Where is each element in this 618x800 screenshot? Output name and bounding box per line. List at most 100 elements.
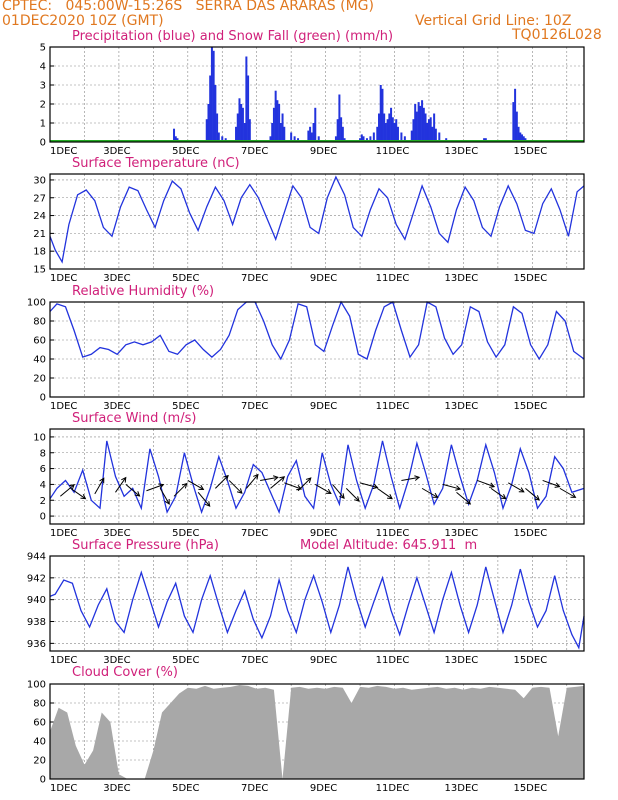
precip-bar — [278, 104, 281, 142]
wind-arrow — [284, 482, 302, 490]
x-tick-label: 7DEC — [241, 528, 268, 539]
wind-arrow-head — [372, 483, 379, 490]
x-tick-label: 13DEC — [445, 783, 479, 794]
precip-bar — [514, 88, 517, 142]
wind-arrow — [270, 476, 285, 489]
wind-arrow-head — [325, 488, 332, 494]
precip-bar — [383, 113, 386, 142]
x-tick-label: 15DEC — [513, 655, 547, 666]
precip-bar — [410, 130, 413, 142]
wind-arrow-head — [432, 492, 439, 498]
y-tick-label: 944 — [27, 552, 46, 563]
precip-bar — [214, 85, 217, 142]
x-tick-label: 11DEC — [376, 401, 410, 412]
x-tick-label: 15DEC — [513, 528, 547, 539]
y-tick-label: 60 — [33, 336, 46, 347]
y-tick-label: 936 — [27, 639, 46, 650]
wind-arrow-head — [570, 492, 577, 498]
precip-bar — [241, 107, 244, 142]
precip-bar — [431, 126, 434, 142]
y-tick-label: 30 — [33, 175, 46, 186]
y-tick-label: 1 — [40, 119, 46, 130]
wind-arrow — [477, 479, 495, 488]
precip-bar — [245, 56, 248, 142]
wind-arrow-head — [198, 484, 205, 490]
wind-arrow-head — [354, 496, 360, 502]
y-tick-label: 20 — [33, 756, 46, 767]
precip-bar — [269, 136, 272, 142]
y-tick-label: 2 — [40, 496, 46, 507]
series-line — [49, 175, 585, 264]
y-tick-label: 3 — [40, 81, 46, 92]
precip-bar — [174, 136, 177, 142]
precip-bar — [309, 126, 312, 142]
wind-arrow-head — [455, 485, 462, 491]
panel-frame — [49, 301, 585, 398]
x-tick-label: 11DEC — [376, 783, 410, 794]
y-tick-label: 942 — [27, 573, 46, 584]
wind-arrow-head — [134, 491, 141, 497]
x-tick-label: 5DEC — [172, 655, 199, 666]
wind-arrow — [215, 475, 229, 489]
y-tick-label: 0 — [40, 393, 46, 404]
precip-bar — [216, 113, 219, 142]
wind-arrow-head — [414, 475, 421, 481]
precip-bar — [517, 126, 520, 142]
precip-bar — [272, 107, 275, 142]
x-tick-label: 15DEC — [513, 401, 547, 412]
precip-bar — [433, 113, 436, 142]
precip-bar — [519, 132, 522, 142]
wind-arrow-head — [534, 495, 541, 501]
wind-arrow-head — [80, 493, 87, 500]
y-tick-label: 0 — [40, 138, 46, 149]
precip-bar — [384, 123, 387, 142]
precip-bar — [209, 75, 212, 142]
x-tick-label: 9DEC — [310, 146, 337, 157]
precip-bar — [421, 100, 424, 142]
x-tick-label: 13DEC — [445, 528, 479, 539]
precip-bar — [434, 128, 437, 142]
x-tick-label: 9DEC — [310, 783, 337, 794]
y-tick-label: 24 — [33, 211, 46, 222]
x-tick-label: 1DEC — [50, 655, 77, 666]
y-tick-label: 10 — [33, 432, 46, 443]
wind-arrow — [70, 487, 86, 500]
x-tick-label: 7DEC — [241, 146, 268, 157]
precip-bar — [243, 123, 246, 142]
wind-arrow — [401, 476, 420, 481]
precip-bar — [338, 94, 341, 142]
precip-bar — [372, 132, 375, 142]
y-tick-label: 15 — [33, 265, 46, 276]
wind-arrow — [490, 487, 507, 500]
precip-bar — [391, 117, 394, 142]
y-tick-label: 5 — [40, 43, 46, 54]
precip-bar — [207, 104, 210, 142]
x-tick-label: 5DEC — [172, 273, 199, 284]
wind-arrow — [332, 484, 345, 499]
wind-arrow-head — [339, 493, 345, 500]
wind-arrow-head — [204, 501, 211, 507]
precip-bar — [520, 134, 523, 142]
precip-bar — [417, 102, 420, 142]
precip-bar — [400, 132, 403, 142]
header-grid-line: Vertical Grid Line: 10Z — [415, 13, 572, 29]
panel-frame — [49, 173, 585, 270]
precip-bar — [412, 119, 415, 142]
x-tick-label: 7DEC — [241, 273, 268, 284]
wind-arrow — [507, 482, 525, 493]
wind-arrow — [297, 477, 312, 492]
precip-bar — [515, 111, 518, 142]
precip-bar — [415, 111, 418, 142]
y-tick-label: 21 — [33, 229, 46, 240]
precip-bar — [414, 104, 417, 142]
x-tick-label: 3DEC — [103, 528, 130, 539]
panel-frame — [49, 555, 585, 652]
precip-bar — [395, 119, 398, 142]
precip-bar — [221, 136, 224, 142]
header-code: TQ0126L028 — [512, 27, 602, 43]
wind-arrow-head — [253, 473, 259, 480]
wind-arrow — [559, 487, 576, 498]
wind-arrow-head — [554, 482, 561, 488]
wind-arrow-head — [518, 487, 525, 493]
precip-bar — [290, 132, 293, 142]
